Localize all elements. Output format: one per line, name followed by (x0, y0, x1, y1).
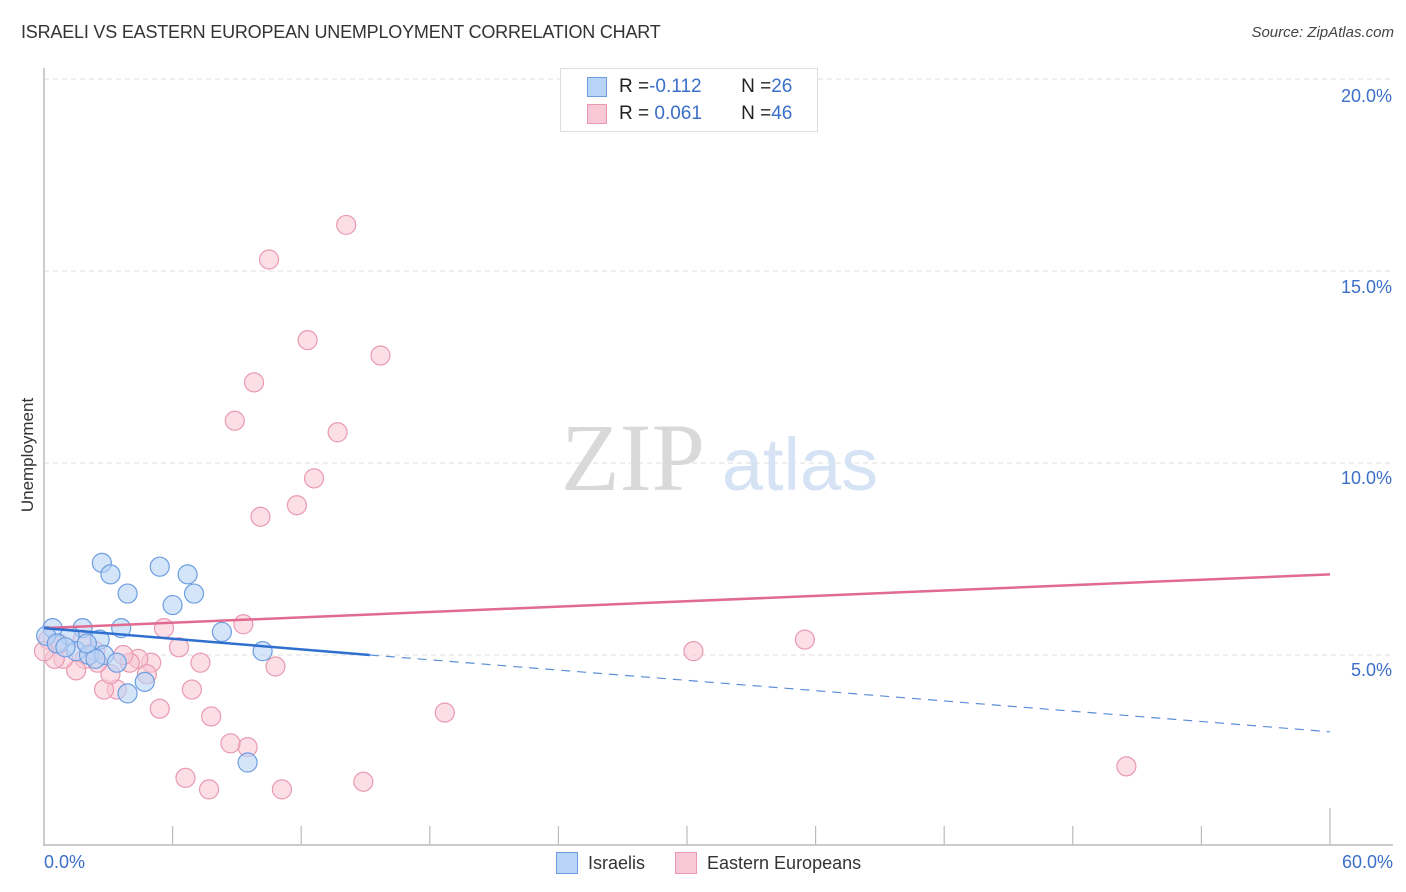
legend-item-eastern-europeans[interactable]: Eastern Europeans (675, 852, 861, 874)
correlation-legend: R = -0.112 N = 26 R = 0.061 N = 46 (560, 68, 818, 132)
y-tick-5: 5.0% (1350, 660, 1392, 680)
data-point (250, 506, 271, 527)
axes (43, 68, 1393, 846)
israelis-swatch (587, 77, 607, 97)
y-tick-10: 10.0% (1340, 468, 1392, 488)
data-point (177, 564, 198, 585)
data-point (153, 618, 175, 639)
data-point (201, 706, 222, 727)
legend-row-eastern-europeans: R = 0.061 N = 46 (587, 103, 792, 125)
data-point (303, 468, 325, 489)
x-tick-60: 60.0% (1341, 852, 1393, 872)
watermark: ZIP atlas (561, 404, 878, 511)
data-point (220, 733, 241, 754)
data-point (243, 372, 265, 393)
data-point (297, 330, 318, 351)
data-point (286, 495, 308, 516)
x-tick-0: 0.0% (44, 852, 86, 872)
svg-text:ZIP: ZIP (561, 404, 705, 511)
data-point (1116, 756, 1137, 777)
legend-item-israelis[interactable]: Israelis (556, 852, 645, 874)
data-point (100, 564, 121, 585)
n-label: N = (741, 103, 772, 124)
data-point (265, 656, 286, 677)
source-credit: Source: ZipAtlas.com (1251, 24, 1394, 41)
r-label: R = (619, 76, 650, 97)
data-point (233, 614, 254, 635)
r-label: R = (619, 103, 650, 124)
legend-label: Israelis (588, 852, 646, 873)
gridlines (44, 78, 1393, 656)
n-value: 46 (771, 103, 793, 124)
data-point (224, 410, 245, 431)
data-point (198, 779, 220, 800)
eastern-europeans-swatch (587, 104, 607, 124)
data-point (190, 652, 211, 673)
data-point (168, 637, 190, 658)
data-point (434, 702, 455, 723)
eastern-europeans-swatch (675, 852, 698, 874)
data-point (183, 583, 205, 604)
y-tick-20: 20.0% (1340, 86, 1392, 106)
data-point (175, 767, 196, 788)
data-point (258, 249, 280, 270)
data-point (85, 648, 106, 669)
r-value: 0.061 (649, 103, 702, 124)
series-legend: Israelis Eastern Europeans (556, 852, 891, 874)
n-label: N = (741, 76, 772, 97)
data-point (117, 683, 138, 704)
data-point (181, 679, 202, 700)
trend-lines (43, 573, 1331, 733)
legend-row-israelis: R = -0.112 N = 26 (587, 76, 792, 98)
israelis-swatch (556, 852, 578, 874)
data-point (794, 629, 815, 650)
data-point (76, 633, 97, 654)
data-point (211, 621, 232, 643)
data-point (353, 771, 374, 792)
data-point (370, 345, 391, 366)
data-point (149, 698, 170, 719)
r-value: -0.112 (649, 76, 702, 97)
chart-title: ISRAELI VS EASTERN EUROPEAN UNEMPLOYMENT… (21, 22, 661, 42)
data-point (683, 641, 704, 662)
data-point (106, 652, 127, 673)
data-point (336, 214, 357, 236)
data-point (271, 779, 293, 800)
svg-text:atlas: atlas (722, 423, 878, 506)
y-tick-15: 15.0% (1340, 277, 1392, 297)
data-point (237, 752, 258, 773)
data-point (117, 583, 138, 604)
data-points (33, 214, 1137, 800)
data-point (149, 556, 170, 577)
data-point (134, 671, 155, 692)
n-value: 26 (771, 76, 793, 97)
data-point (55, 637, 76, 658)
data-point (162, 594, 183, 616)
data-point (327, 422, 348, 443)
legend-label: Eastern Europeans (707, 852, 862, 873)
